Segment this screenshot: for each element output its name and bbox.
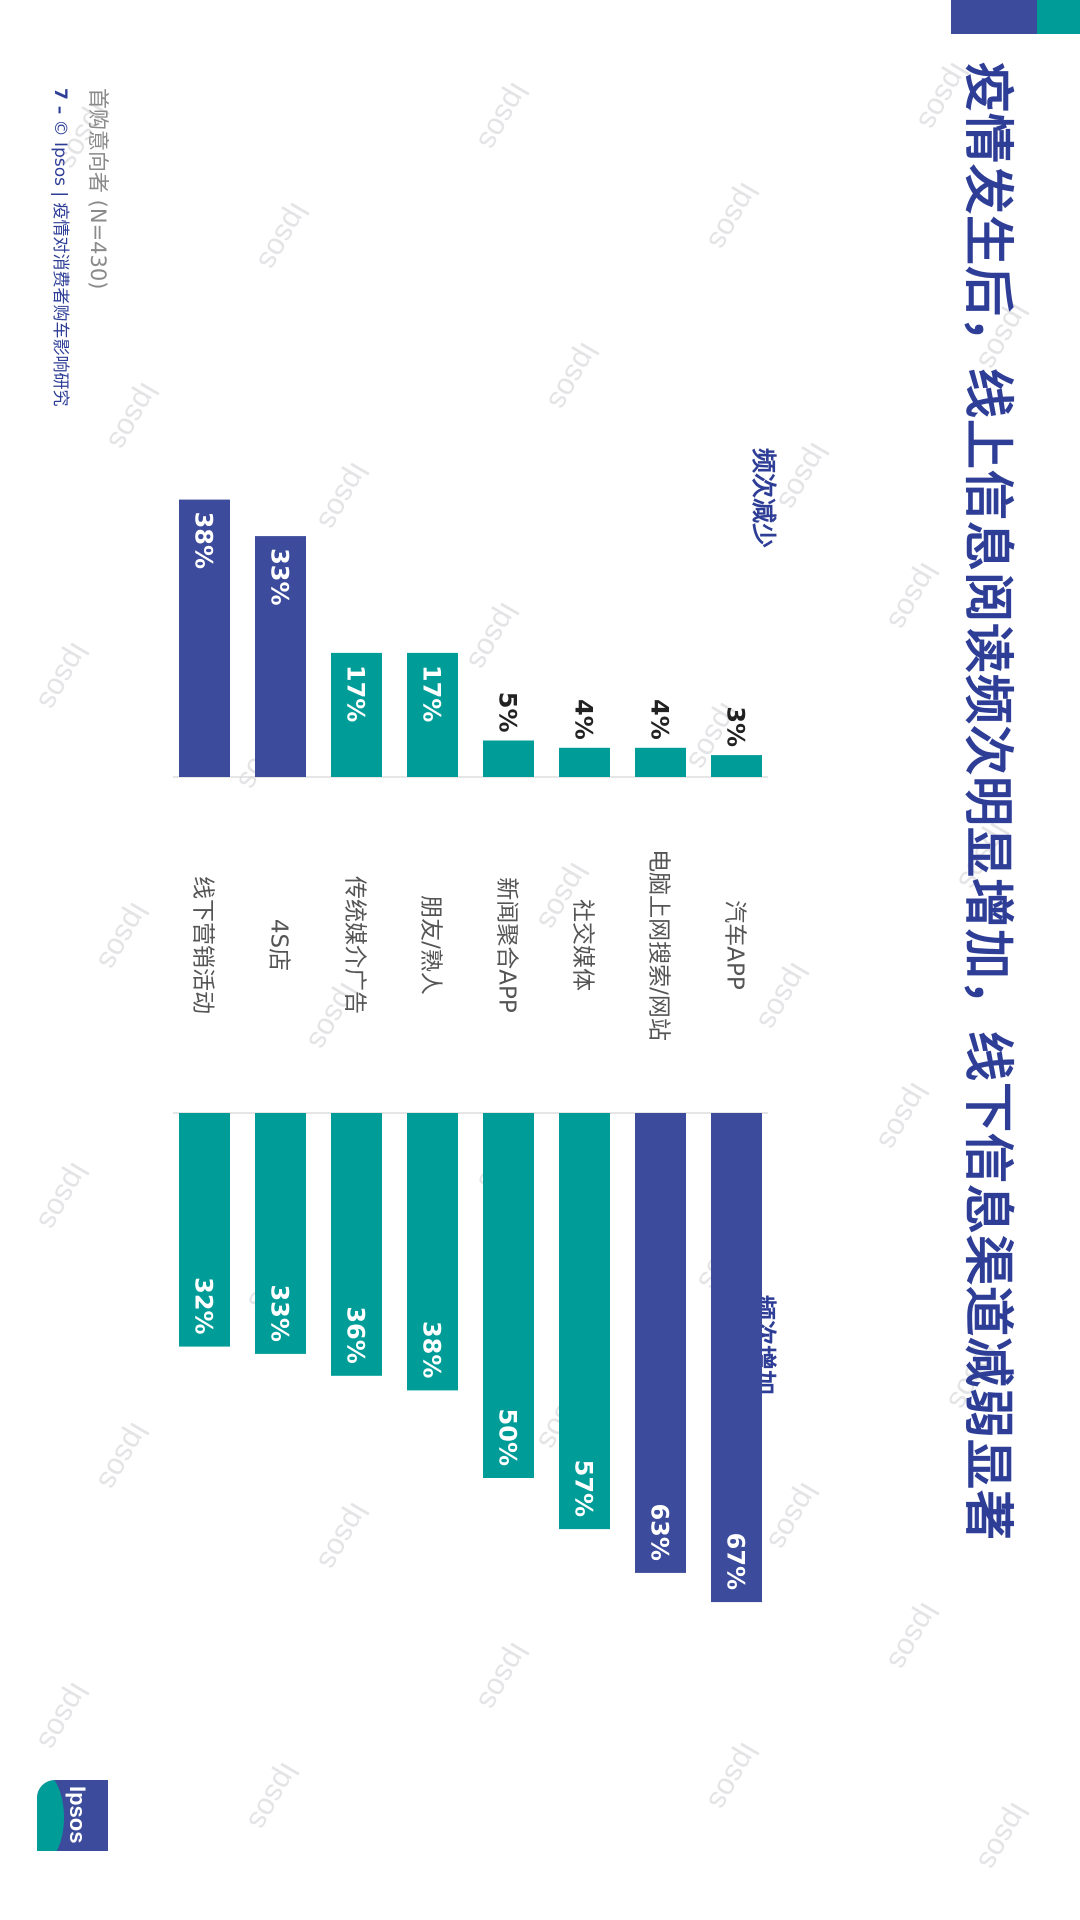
bar-decrease (255, 536, 306, 777)
logo-text: Ipsos (65, 1786, 90, 1844)
bar-increase (711, 1113, 762, 1603)
bar-decrease (331, 652, 382, 778)
bar-decrease (559, 747, 610, 777)
bar-increase (331, 1113, 382, 1376)
category-label: 社交媒体 (570, 899, 596, 991)
bar-increase (483, 1113, 534, 1478)
data-label-increase: 32% (190, 1277, 218, 1334)
data-label-increase: 50% (494, 1409, 522, 1466)
bar-increase (635, 1113, 686, 1573)
data-label-decrease: 5% (494, 692, 522, 733)
data-label-decrease: 17% (418, 665, 446, 722)
data-label-decrease: 4% (646, 699, 674, 740)
data-label-increase: 67% (722, 1533, 750, 1590)
category-label: 新闻聚合APP (494, 877, 520, 1013)
data-label-increase: 33% (266, 1284, 294, 1341)
category-label: 4S店 (266, 919, 292, 971)
bar-decrease (179, 499, 230, 777)
data-label-increase: 57% (570, 1460, 598, 1517)
bar-increase (179, 1113, 230, 1347)
data-label-decrease: 33% (266, 548, 294, 605)
logo-wave (37, 1780, 64, 1851)
data-label-increase: 38% (418, 1321, 446, 1378)
category-label: 电脑上网搜索/网站 (646, 849, 672, 1041)
data-label-decrease: 38% (190, 512, 218, 569)
page-number: 7 – (50, 88, 70, 115)
category-label: 线下营销活动 (190, 876, 216, 1014)
bar-increase (559, 1113, 610, 1530)
ipsos-logo: Ipsos (37, 1780, 108, 1851)
data-label-decrease: 4% (570, 699, 598, 740)
bar-increase (407, 1113, 458, 1391)
bar-decrease (635, 747, 686, 777)
data-label-decrease: 3% (722, 706, 750, 747)
bar-decrease (711, 755, 762, 777)
footer-text: © Ipsos | 疫情对消费者购车影响研究 (50, 119, 70, 407)
data-label-increase: 36% (342, 1306, 370, 1363)
category-label: 传统媒介广告 (342, 876, 368, 1014)
category-label: 汽车APP (722, 900, 748, 990)
category-label: 朋友/熟人 (418, 895, 444, 995)
bar-decrease (483, 740, 534, 777)
bar-decrease (407, 652, 458, 778)
footer: 7 – © Ipsos | 疫情对消费者购车影响研究 (50, 88, 75, 407)
data-label-decrease: 17% (342, 665, 370, 722)
sample-footnote: 首购意向者 (N=430) (86, 88, 110, 290)
bar-increase (255, 1113, 306, 1354)
data-label-increase: 63% (646, 1503, 674, 1560)
